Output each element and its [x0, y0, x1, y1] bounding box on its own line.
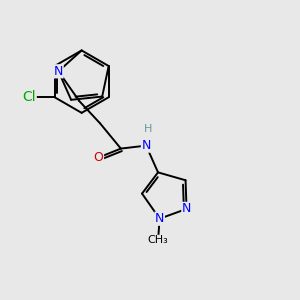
Text: O: O — [94, 151, 103, 164]
Text: Cl: Cl — [22, 90, 36, 104]
Text: N: N — [182, 202, 191, 215]
Text: H: H — [143, 124, 152, 134]
Text: CH₃: CH₃ — [148, 236, 169, 245]
Text: N: N — [155, 212, 164, 225]
Text: N: N — [54, 65, 63, 78]
Text: N: N — [141, 139, 151, 152]
